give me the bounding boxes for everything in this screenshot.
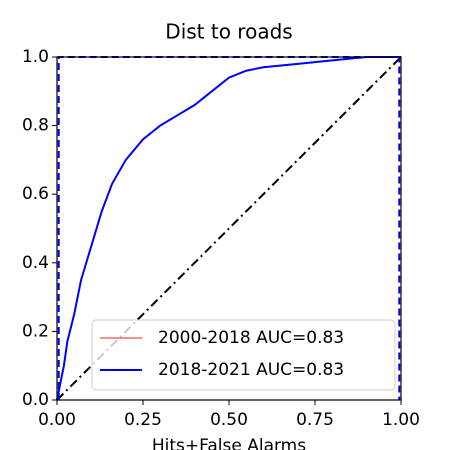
x-axis-label: Hits+False Alarms: [152, 436, 306, 450]
legend-label: 2018-2021 AUC=0.83: [158, 360, 344, 380]
legend-box: [91, 319, 396, 391]
chart-title: Dist to roads: [165, 20, 292, 44]
reference-line: [57, 56, 401, 400]
y-tick-label: 0.2: [22, 321, 49, 341]
x-tick-label: 0.25: [124, 410, 162, 430]
x-tick-label: 0.75: [296, 410, 334, 430]
legend: 2000-2018 AUC=0.83 2018-2021 AUC=0.83: [91, 319, 396, 391]
x-tick-label: 0.00: [38, 410, 76, 430]
y-tick-label: 0.4: [22, 253, 49, 273]
axes-frame: [56, 56, 402, 401]
y-tick-label: 0.6: [22, 184, 49, 204]
x-tick-label: 1.00: [382, 410, 420, 430]
y-tick-label: 0.0: [22, 390, 49, 410]
legend-label: 2000-2018 AUC=0.83: [158, 328, 344, 348]
series-line: [56, 56, 401, 401]
y-tick-label: 0.8: [22, 116, 49, 136]
x-tick-label: 0.50: [210, 410, 248, 430]
y-tick-label: 1.0: [22, 47, 49, 67]
